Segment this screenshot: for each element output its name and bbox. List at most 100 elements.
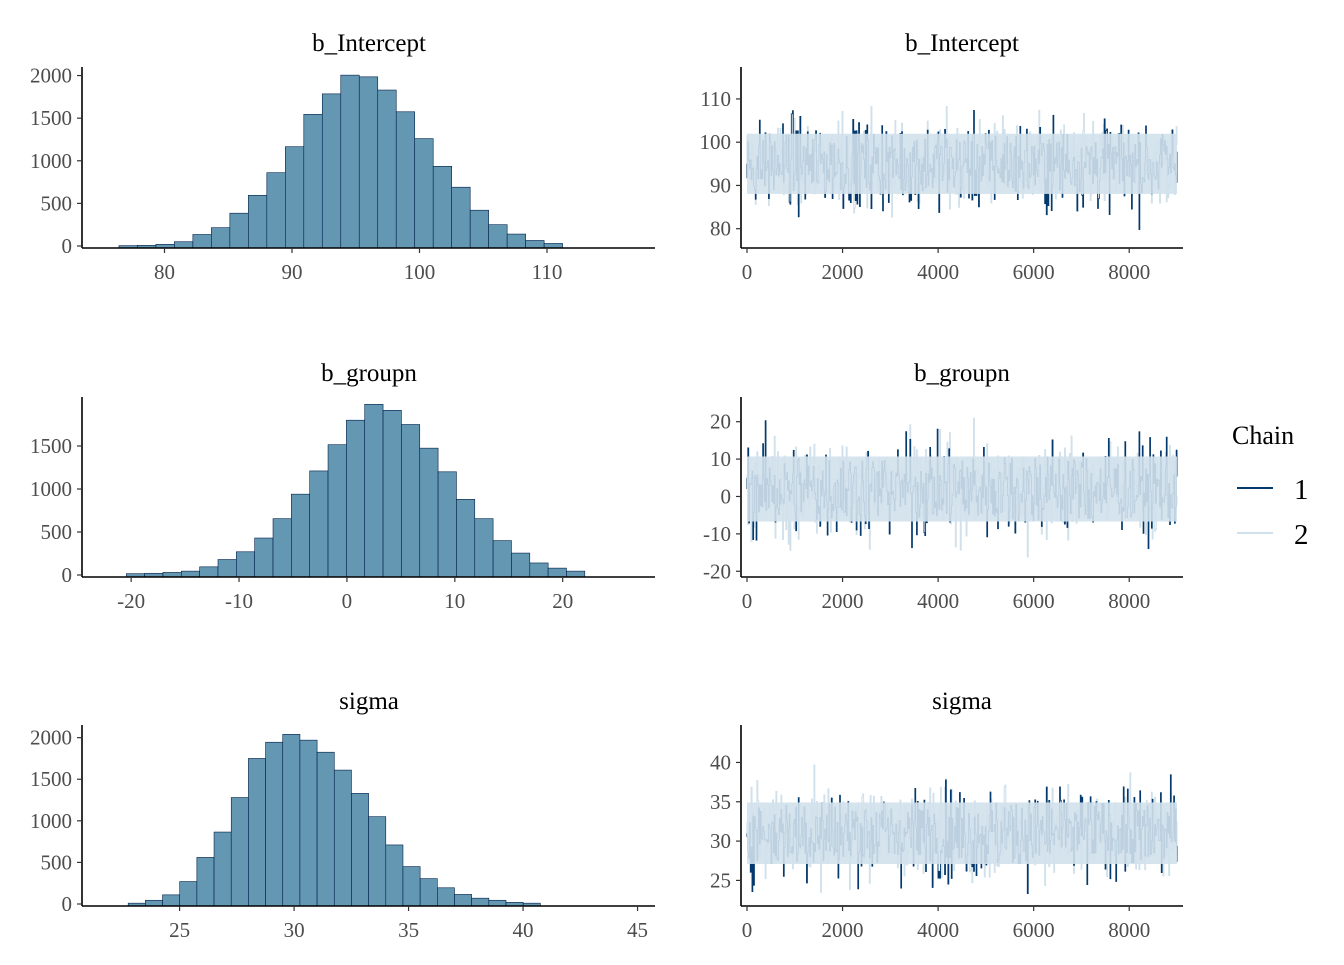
histogram-bar bbox=[236, 551, 255, 578]
y-tick-label: 1000 bbox=[30, 149, 72, 173]
histogram-bar bbox=[230, 797, 249, 907]
panel-histogram-b-intercept: b_Intercept 0 500 1000 1500 2000 80 90 100 110 bbox=[30, 30, 655, 284]
x-tick-label: 80 bbox=[154, 260, 175, 284]
legend-label-chain-2: 2 bbox=[1294, 519, 1309, 551]
histogram-bar bbox=[368, 816, 387, 907]
histogram-bar bbox=[285, 146, 305, 249]
histogram-bar bbox=[346, 419, 366, 578]
histogram-bar bbox=[248, 758, 266, 907]
histogram-bar bbox=[299, 739, 318, 907]
x-tick-label: 90 bbox=[282, 260, 303, 284]
histogram-bar bbox=[402, 866, 421, 907]
x-tick-label: 6000 bbox=[1013, 918, 1055, 942]
x-tick-label: 45 bbox=[627, 918, 648, 942]
y-tick-label: 20 bbox=[710, 410, 731, 434]
y-tick-label: 40 bbox=[710, 750, 731, 774]
y-tick-label: 500 bbox=[41, 520, 73, 544]
x-tick-label: -20 bbox=[117, 589, 145, 613]
histogram-bar bbox=[488, 899, 507, 907]
x-tick-label: 10 bbox=[444, 589, 465, 613]
x-tick-label: -10 bbox=[225, 589, 253, 613]
x-tick-label: 20 bbox=[552, 589, 573, 613]
histogram-bar bbox=[419, 878, 438, 907]
x-tick-label: 100 bbox=[404, 260, 436, 284]
histogram-bar bbox=[179, 881, 198, 907]
x-tick-label: 4000 bbox=[917, 589, 959, 613]
legend: Chain 1 2 bbox=[1232, 421, 1309, 551]
x-tick-label: 8000 bbox=[1108, 589, 1150, 613]
x-tick-label: 2000 bbox=[822, 260, 864, 284]
histogram-bar bbox=[351, 793, 369, 907]
y-tick-label: 1000 bbox=[30, 477, 72, 501]
panel-histogram-sigma: sigma 0 500 1000 1500 2000 25 30 35 40 45 bbox=[30, 688, 655, 942]
y-tick-label: 110 bbox=[700, 87, 731, 111]
histogram-bar bbox=[282, 734, 301, 907]
x-tick-label: 110 bbox=[532, 260, 563, 284]
histogram-bar bbox=[162, 894, 181, 907]
y-tick-label: 90 bbox=[710, 173, 731, 197]
histogram-bar bbox=[471, 897, 490, 907]
y-tick-label: 1500 bbox=[30, 434, 72, 458]
y-tick-label: -10 bbox=[703, 522, 731, 546]
histogram-bar bbox=[451, 186, 471, 249]
trace-band-chain-2 bbox=[747, 456, 1177, 522]
histogram-bar bbox=[469, 209, 489, 249]
trace-band-chain-2 bbox=[747, 802, 1177, 865]
y-tick-label: 100 bbox=[700, 130, 732, 154]
panel-trace-b-groupn: b_groupn -20 -10 0 10 20 0 2000 4000 6000 8000 bbox=[703, 360, 1183, 613]
histogram-bar bbox=[213, 831, 232, 907]
y-tick-label: 1500 bbox=[30, 767, 72, 791]
histogram-bar bbox=[525, 240, 545, 249]
legend-title: Chain bbox=[1232, 421, 1294, 450]
x-tick-label: 0 bbox=[342, 589, 353, 613]
panel-title: b_groupn bbox=[914, 360, 1010, 387]
panel-title: sigma bbox=[339, 688, 399, 715]
histogram-bar bbox=[327, 444, 347, 578]
y-tick-label: 0 bbox=[62, 234, 73, 258]
histogram-bar bbox=[340, 74, 360, 249]
y-tick-label: 1500 bbox=[30, 106, 72, 130]
x-tick-label: 25 bbox=[169, 918, 190, 942]
y-tick-label: 2000 bbox=[30, 64, 72, 88]
y-tick-label: 80 bbox=[710, 217, 731, 241]
panel-trace-sigma: sigma 25 30 35 40 0 2000 4000 6000 8000 bbox=[710, 688, 1183, 942]
y-tick-label: 0 bbox=[62, 892, 73, 916]
trace-band-chain-2 bbox=[747, 133, 1177, 194]
histogram-bar bbox=[358, 76, 379, 249]
x-tick-label: 0 bbox=[742, 918, 753, 942]
y-tick-label: 0 bbox=[721, 484, 732, 508]
y-tick-label: 30 bbox=[710, 829, 731, 853]
y-tick-label: 25 bbox=[710, 868, 731, 892]
histogram-bar bbox=[199, 566, 219, 578]
histogram-bar bbox=[488, 224, 508, 249]
histogram-bar bbox=[181, 570, 200, 578]
x-tick-label: 4000 bbox=[917, 918, 959, 942]
y-tick-label: 1000 bbox=[30, 809, 72, 833]
x-tick-label: 30 bbox=[284, 918, 305, 942]
x-tick-label: 8000 bbox=[1108, 260, 1150, 284]
histogram-bar bbox=[266, 172, 286, 249]
panel-title: b_groupn bbox=[321, 360, 417, 387]
histogram-bar bbox=[395, 111, 416, 249]
histogram-bar bbox=[309, 470, 329, 578]
histogram-bar bbox=[454, 894, 472, 907]
histogram-bar bbox=[511, 552, 531, 578]
histogram-bar bbox=[321, 93, 342, 249]
y-tick-label: 500 bbox=[41, 850, 73, 874]
y-tick-label: 35 bbox=[710, 790, 731, 814]
y-tick-label: 0 bbox=[62, 563, 73, 587]
histogram-bar bbox=[437, 887, 455, 907]
histogram-bar bbox=[364, 403, 384, 578]
x-tick-label: 6000 bbox=[1013, 589, 1055, 613]
histogram-bar bbox=[377, 89, 397, 249]
legend-label-chain-1: 1 bbox=[1294, 474, 1309, 506]
x-tick-label: 40 bbox=[513, 918, 534, 942]
x-tick-label: 6000 bbox=[1013, 260, 1055, 284]
histogram-bar bbox=[547, 567, 567, 578]
histogram-bar bbox=[401, 424, 421, 578]
panel-title: b_Intercept bbox=[905, 30, 1019, 57]
histogram-bar bbox=[506, 233, 526, 249]
histogram-bar bbox=[248, 194, 268, 249]
